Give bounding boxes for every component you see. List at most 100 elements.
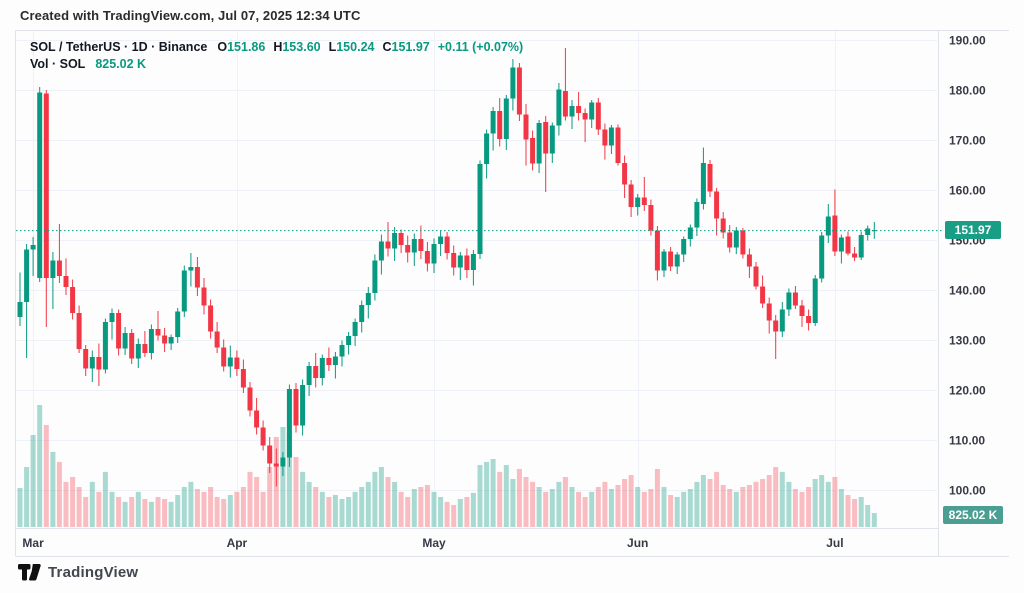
candle-up — [733, 230, 739, 248]
candle-down — [523, 114, 529, 140]
volume-bar — [516, 469, 522, 527]
volume-bar — [720, 485, 726, 527]
volume-bar — [109, 491, 115, 527]
candle-down — [641, 197, 647, 205]
candle-down — [293, 389, 299, 426]
volume-bar — [168, 501, 174, 527]
volume-bar — [293, 457, 299, 527]
volume-bar — [411, 489, 417, 527]
volume-bar — [175, 495, 181, 527]
candle-down — [234, 357, 240, 369]
volume-bar — [313, 487, 319, 527]
candle-up — [411, 239, 417, 253]
candle-down — [516, 67, 522, 115]
volume-bar — [365, 481, 371, 527]
volume-bar — [753, 481, 759, 527]
volume-bar — [96, 491, 102, 527]
volume-bar — [346, 497, 352, 527]
tradingview-logo[interactable]: TradingView — [18, 564, 138, 581]
candle-down — [753, 266, 759, 287]
candle-up — [484, 133, 490, 164]
candle-down — [254, 410, 260, 428]
volume-bar — [871, 513, 877, 527]
candle-up — [319, 358, 325, 378]
low-pair: L150.24 — [328, 40, 375, 54]
candle-down — [727, 232, 733, 248]
price-tick-label: 130.00 — [949, 334, 986, 348]
volume-bar — [208, 487, 214, 527]
candle-up — [135, 344, 141, 359]
volume-bar — [773, 467, 779, 527]
candle-up — [346, 336, 352, 345]
volume-bar — [378, 467, 384, 527]
candle-down — [543, 122, 549, 154]
candle-up — [549, 125, 555, 154]
volume-bar — [470, 492, 476, 527]
volume-bar — [280, 427, 286, 527]
credit-line: Created with TradingView.com, Jul 07, 20… — [20, 8, 361, 23]
volume-bar — [56, 461, 62, 527]
volume-bar — [628, 475, 634, 527]
candle-down — [799, 305, 805, 316]
candle-up — [871, 230, 877, 232]
volume-bar — [819, 475, 825, 527]
candle-down — [201, 287, 207, 306]
volume-bar — [523, 477, 529, 527]
time-axis[interactable]: Mar Apr May Jun Jul — [22, 536, 843, 550]
volume-bar — [503, 465, 509, 527]
chart-legend: SOL / TetherUS · 1D · Binance O151.86 H153… — [30, 39, 523, 72]
volume-bar — [332, 495, 338, 527]
volume-bar — [392, 481, 398, 527]
volume-bar — [267, 467, 273, 527]
candle-up — [812, 278, 818, 323]
candle-down — [746, 254, 752, 267]
volume-bar — [221, 499, 227, 527]
candle-down — [260, 427, 266, 446]
candle-down — [806, 316, 812, 323]
candle-down — [76, 313, 82, 349]
candle-down — [615, 127, 621, 163]
price-tick-label: 110.00 — [949, 434, 985, 448]
volume-bar — [727, 489, 733, 527]
volume-bar — [484, 461, 490, 527]
last-price-badge: 151.97 — [945, 221, 1001, 239]
volume-bar — [497, 471, 503, 527]
candle-down — [162, 335, 168, 344]
candles — [17, 48, 877, 487]
candle-down — [595, 102, 601, 130]
volume-bar — [116, 497, 122, 527]
low-value: 150.24 — [336, 40, 375, 54]
volume-bar — [424, 485, 430, 527]
candle-down — [832, 215, 838, 252]
volume-bar — [490, 459, 496, 527]
volume-bar — [76, 487, 82, 527]
volume-bar — [858, 497, 864, 527]
open-value: 151.86 — [227, 40, 266, 54]
volume-bar — [227, 495, 233, 527]
price-axis[interactable]: 190.00180.00170.00160.00150.00140.00130.… — [949, 34, 986, 498]
month-tick-label: Jul — [826, 536, 843, 550]
volume-bar — [792, 489, 798, 527]
volume-bar — [549, 489, 555, 527]
month-tick-label: May — [422, 536, 446, 550]
volume-bar — [155, 497, 161, 527]
volume-bar — [654, 469, 660, 527]
volume-bar — [832, 477, 838, 527]
candle-up — [30, 245, 36, 250]
volume-bar — [148, 501, 154, 527]
volume-bar — [530, 481, 536, 527]
high-pair: H153.60 — [273, 40, 321, 54]
candle-down — [240, 369, 246, 388]
volume-bar — [50, 451, 56, 527]
candle-up — [148, 329, 154, 353]
candle-down — [530, 138, 536, 164]
volume-bar — [562, 477, 568, 527]
volume-bar — [214, 497, 220, 527]
candle-down — [96, 357, 102, 370]
candle-up — [635, 197, 641, 207]
volume-bar — [576, 491, 582, 527]
candle-down — [267, 445, 273, 464]
volume-bar — [615, 485, 621, 527]
price-tick-label: 140.00 — [949, 284, 986, 298]
